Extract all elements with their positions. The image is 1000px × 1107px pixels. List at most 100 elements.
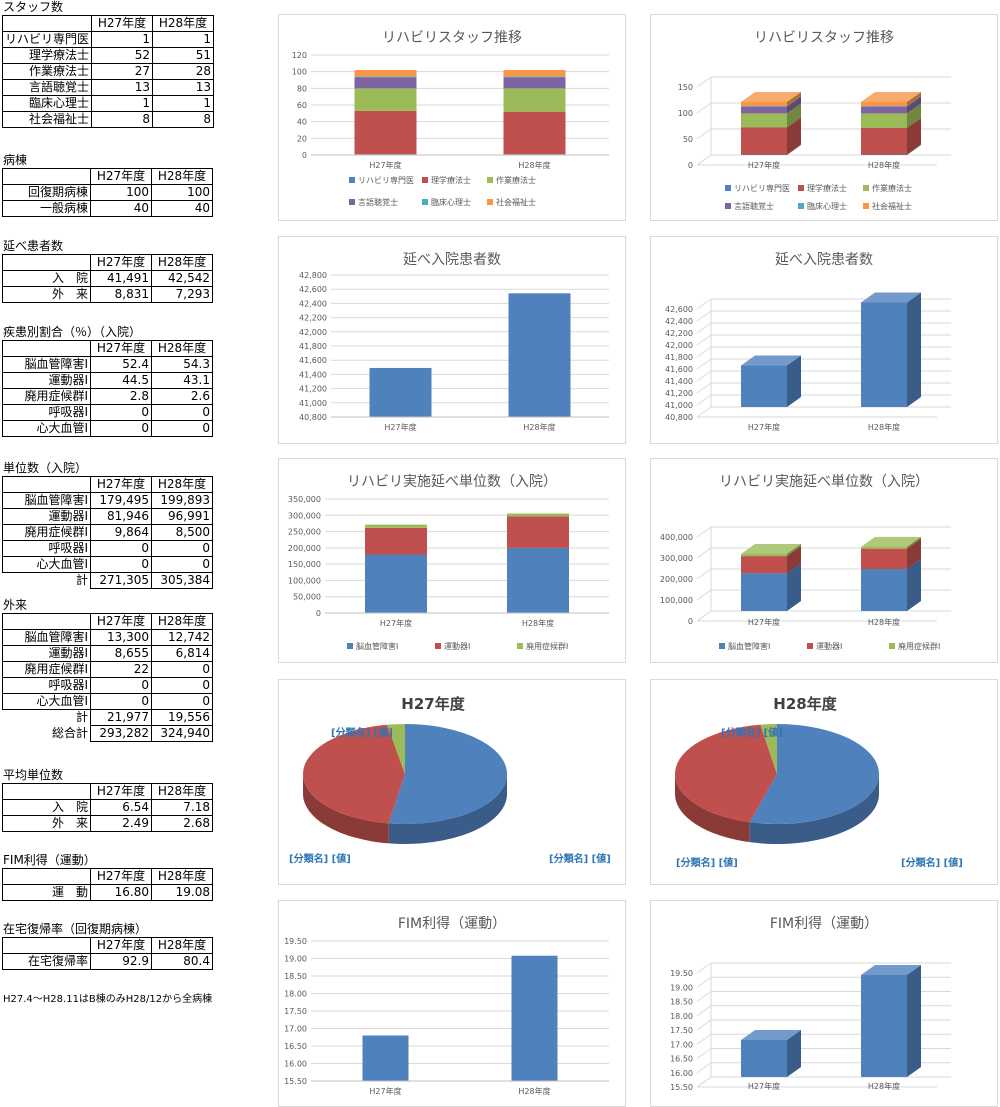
cell-value: 8 — [91, 111, 154, 128]
table-header-row: H27年度 H28年度 — [2, 476, 213, 493]
bar-segment — [861, 536, 921, 549]
y-tick-label: 0 — [302, 151, 307, 160]
total-row: 総合計 293,282 324,940 — [3, 725, 213, 742]
table-row: 作業療法士 27 28 — [1, 63, 215, 80]
chart-title: FIM利得（運動） — [398, 915, 506, 932]
y-tick-label: 100 — [678, 109, 693, 118]
pie-slice — [303, 724, 405, 824]
column-header: H28年度 — [151, 168, 213, 185]
bar-segment — [861, 292, 921, 407]
chart-title: H27年度 — [401, 695, 465, 713]
chart-title: リハビリスタッフ推移 — [754, 30, 894, 46]
table-row: 運 動 16.80 19.08 — [2, 884, 213, 901]
column-header: H27年度 — [90, 868, 152, 885]
x-tick-label: H28年度 — [522, 618, 554, 628]
y-tick-label: 150 — [678, 83, 693, 92]
y-tick-label: 100,000 — [660, 596, 693, 605]
chart-panel: リハビリ実施延べ単位数（入院） 0 100,000 200,000 300,000 400… — [650, 458, 998, 663]
gridline — [696, 976, 712, 988]
row-label: 回復期病棟 — [2, 184, 91, 201]
cell-value: 16.80 — [90, 884, 152, 901]
cell-value: 199,893 — [151, 492, 213, 509]
column-header: H28年度 — [151, 476, 213, 493]
bar-segment — [369, 367, 432, 417]
chart-svg: リハビリ実施延べ単位数（入院） 0 100,000 200,000 300,000 400… — [660, 474, 951, 651]
gridline — [696, 568, 712, 580]
row-label: 脳血管障害Ⅰ — [2, 492, 91, 509]
chart-svg: H27年度 [分類名] [値] [分類名] [値] [分類名] [値] — [289, 695, 611, 865]
legend-swatch — [435, 643, 441, 649]
table-section: 外来 H27年度 H28年度 脳血管障害Ⅰ 13,300 12,742 運動器Ⅰ 8,655 6… — [0, 598, 260, 742]
y-tick-label: 40 — [297, 118, 307, 127]
y-tick-label: 120 — [292, 51, 307, 60]
y-tick-label: 42,800 — [299, 271, 327, 280]
y-tick-label: 41,600 — [299, 356, 327, 365]
bar-segment — [354, 76, 417, 78]
cell-value: 100 — [90, 184, 152, 201]
y-tick-label: 60 — [297, 101, 307, 110]
legend-swatch — [863, 185, 869, 191]
cell-value: 6.54 — [90, 799, 152, 816]
table-title: 在宅復帰率（回復期病棟） — [3, 922, 148, 936]
legend-label: 臨床心理士 — [431, 197, 471, 207]
y-tick-label: 42,200 — [299, 314, 327, 323]
cell-value: 40 — [151, 200, 213, 217]
table-section: FIM利得（運動） H27年度 H28年度運 動 16.80 19.08 — [0, 853, 260, 901]
total-label: 計 — [75, 710, 88, 725]
y-tick-label: 17.00 — [670, 1040, 693, 1049]
bar-segment — [354, 88, 417, 111]
y-tick-label: 19.00 — [284, 955, 307, 964]
y-tick-label: 100 — [292, 68, 307, 77]
column-header: H28年度 — [151, 254, 213, 271]
y-tick-label: 300,000 — [288, 511, 321, 520]
y-tick-label: 42,600 — [299, 285, 327, 294]
column-header: H27年度 — [91, 15, 154, 32]
gridline — [696, 1019, 712, 1031]
legend-label: 廃用症候群Ⅰ — [526, 641, 568, 651]
cell-value: 52 — [91, 47, 154, 64]
bar-segment — [503, 77, 566, 89]
cell-value: 2.6 — [151, 388, 213, 405]
column-header: H27年度 — [90, 937, 152, 954]
row-label: 廃用症候群Ⅰ — [2, 524, 91, 541]
cell-value: 0 — [90, 404, 152, 421]
bar-segment — [365, 554, 427, 613]
cell-value: 0 — [90, 540, 152, 557]
pie-data-label: [分類名] [値] — [676, 856, 738, 869]
legend-label: リハビリ専門医 — [358, 175, 414, 185]
chart-panel: リハビリスタッフ推移 0 20 40 60 80 100 120 H27年度 H28年度 リハビリ専… — [278, 14, 626, 221]
gridline — [696, 298, 712, 310]
cell-value: 52.4 — [90, 356, 152, 373]
table-row: 在宅復帰率 92.9 80.4 — [2, 953, 213, 970]
gridline — [696, 1033, 712, 1045]
y-tick-label: 41,800 — [665, 353, 693, 362]
y-tick-label: 41,400 — [299, 370, 327, 379]
gridline — [696, 1076, 712, 1088]
chart-title: H28年度 — [773, 695, 837, 713]
legend-label: 言語聴覚士 — [358, 197, 398, 207]
legend-swatch — [889, 643, 895, 649]
column-header: H28年度 — [152, 15, 215, 32]
table-row: 脳血管障害Ⅰ 179,495 199,893 — [2, 492, 213, 509]
gridline — [696, 610, 712, 622]
table-row: 社会福祉士 8 8 — [1, 111, 215, 128]
row-label: 脳血管障害Ⅰ — [2, 629, 91, 646]
cell-value: 1 — [152, 31, 215, 48]
bar-segment — [741, 355, 801, 407]
legend-swatch — [487, 199, 493, 205]
legend-swatch — [349, 177, 355, 183]
cell-value: 0 — [90, 420, 152, 437]
bar-segment — [507, 513, 569, 517]
column-header — [2, 613, 91, 630]
legend-label: 作業療法士 — [872, 183, 912, 193]
pie-data-label: [分類名] [値] — [721, 726, 783, 739]
row-label: 運 動 — [2, 884, 91, 901]
y-tick-label: 200,000 — [660, 575, 693, 584]
bar-segment — [861, 91, 921, 107]
gridline — [696, 962, 712, 974]
x-tick-label: H27年度 — [748, 422, 780, 432]
table-row: 廃用症候群Ⅰ 22 0 — [2, 661, 213, 678]
y-tick-label: 300,000 — [660, 554, 693, 563]
table-row: 脳血管障害Ⅰ 13,300 12,742 — [2, 629, 213, 646]
cell-value: 0 — [151, 661, 213, 678]
